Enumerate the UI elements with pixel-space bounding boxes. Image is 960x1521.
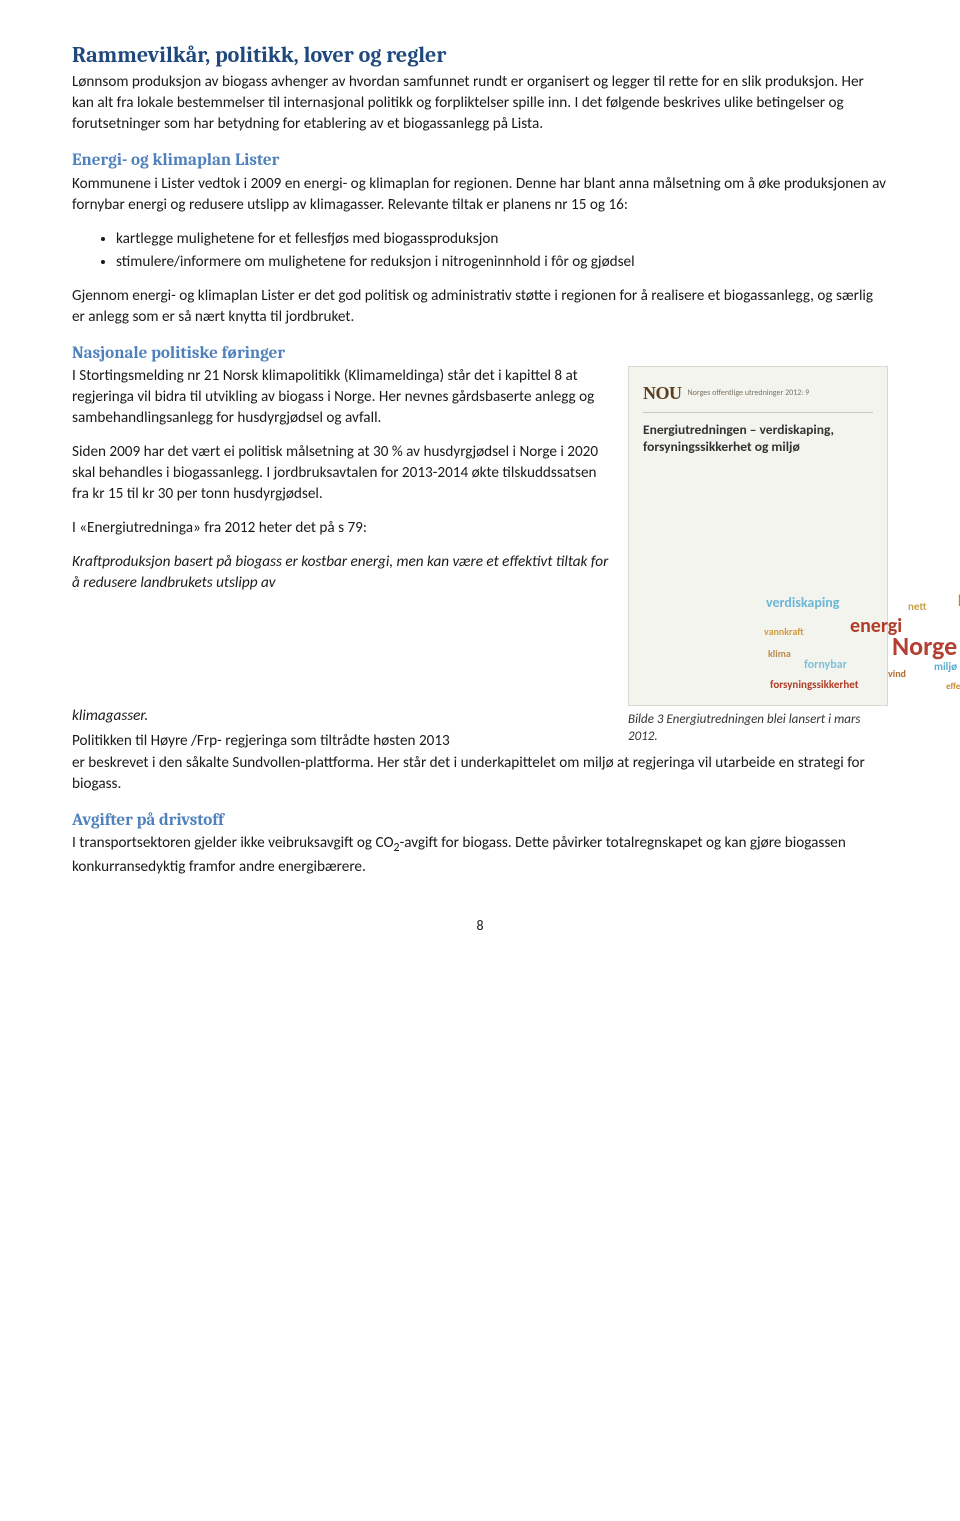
wordcloud-word: forsyningssikkerhet (770, 677, 859, 692)
nou-cover: NOU Norges offentlige utredninger 2012: … (628, 366, 888, 706)
section2-p1: I Stortingsmelding nr 21 Norsk klimapoli… (72, 366, 610, 429)
section1-p2: Gjennom energi- og klimaplan Lister er d… (72, 286, 888, 328)
left-column-continuation: klimagasser. Politikken til Høyre /Frp- … (72, 706, 610, 753)
section2-p2: Siden 2009 har det vært ei politisk måls… (72, 442, 610, 505)
nou-top-row: NOU Norges offentlige utredninger 2012: … (643, 381, 873, 413)
nou-logo-text: NOU (643, 381, 682, 406)
s3-p1-a: I transportsektoren gjelder ikke veibruk… (72, 834, 394, 852)
wordcloud-word: nett (908, 599, 927, 614)
left-column: I Stortingsmelding nr 21 Norsk klimapoli… (72, 366, 610, 616)
section1-p1: Kommunene i Lister vedtok i 2009 en ener… (72, 174, 888, 216)
figure-wrapper: NOU Norges offentlige utredninger 2012: … (628, 366, 888, 706)
wordcloud-word: klima (768, 647, 791, 661)
nou-title: Energiutredningen – verdiskaping, forsyn… (643, 421, 873, 456)
section3-p1: I transportsektoren gjelder ikke veibruk… (72, 833, 888, 877)
page-heading: Rammevilkår, politikk, lover og regler (72, 40, 888, 70)
page-number: 8 (72, 916, 888, 935)
section2-p6b: er beskrevet i den såkalte Sundvollen-pl… (72, 753, 888, 795)
wordcloud-word: vannkraft (764, 625, 804, 639)
intro-paragraph: Lønnsom produksjon av biogass avhenger a… (72, 72, 888, 135)
section-heading-nasjonale: Nasjonale politiske føringer (72, 342, 888, 365)
nou-header-block: NOU Norges offentlige utredninger 2012: … (643, 381, 873, 456)
section2-p3: I «Energiutredninga» fra 2012 heter det … (72, 518, 610, 539)
two-column-layout: I Stortingsmelding nr 21 Norsk klimapoli… (72, 366, 888, 706)
section2-p6a: Politikken til Høyre /Frp- regjeringa so… (72, 731, 610, 752)
section2-quote: Kraftproduksjon basert på biogass er kos… (72, 552, 610, 594)
wordcloud-word: miljø (934, 659, 957, 674)
wordcloud-word: verdiskaping (766, 593, 839, 612)
wordcloud-word: vind (888, 667, 906, 681)
section-heading-avgifter: Avgifter på drivstoff (72, 809, 888, 832)
nou-subhead: Norges offentlige utredninger 2012: 9 (688, 388, 810, 399)
list-item: kartlegge mulighetene for et fellesfjøs … (116, 229, 888, 250)
list-item: stimulere/informere om mulighetene for r… (116, 252, 888, 273)
wordcloud-word: effekt (946, 681, 960, 693)
wordcloud-word: fornybar (804, 657, 847, 674)
figure-caption: Bilde 3 Energiutredningen blei lansert i… (628, 712, 888, 746)
section2-quote-cont: klimagasser. (72, 706, 610, 727)
figure-caption-wrap: Bilde 3 Energiutredningen blei lansert i… (628, 706, 888, 746)
section1-list: kartlegge mulighetene for et fellesfjøs … (72, 229, 888, 273)
section-heading-energi: Energi- og klimaplan Lister (72, 149, 888, 172)
caption-row: klimagasser. Politikken til Høyre /Frp- … (72, 706, 888, 753)
